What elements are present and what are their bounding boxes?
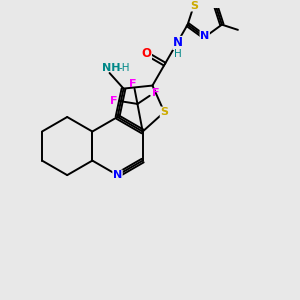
Text: N: N bbox=[200, 31, 209, 40]
Text: NH: NH bbox=[102, 63, 120, 73]
Text: N: N bbox=[113, 170, 122, 180]
Text: -H: -H bbox=[119, 63, 130, 73]
Text: F: F bbox=[129, 80, 137, 89]
Text: S: S bbox=[191, 1, 199, 11]
Text: S: S bbox=[160, 107, 168, 117]
Text: O: O bbox=[141, 47, 152, 60]
Text: N: N bbox=[173, 37, 183, 50]
Text: F: F bbox=[152, 88, 159, 98]
Text: F: F bbox=[110, 96, 117, 106]
Text: H: H bbox=[174, 49, 182, 59]
